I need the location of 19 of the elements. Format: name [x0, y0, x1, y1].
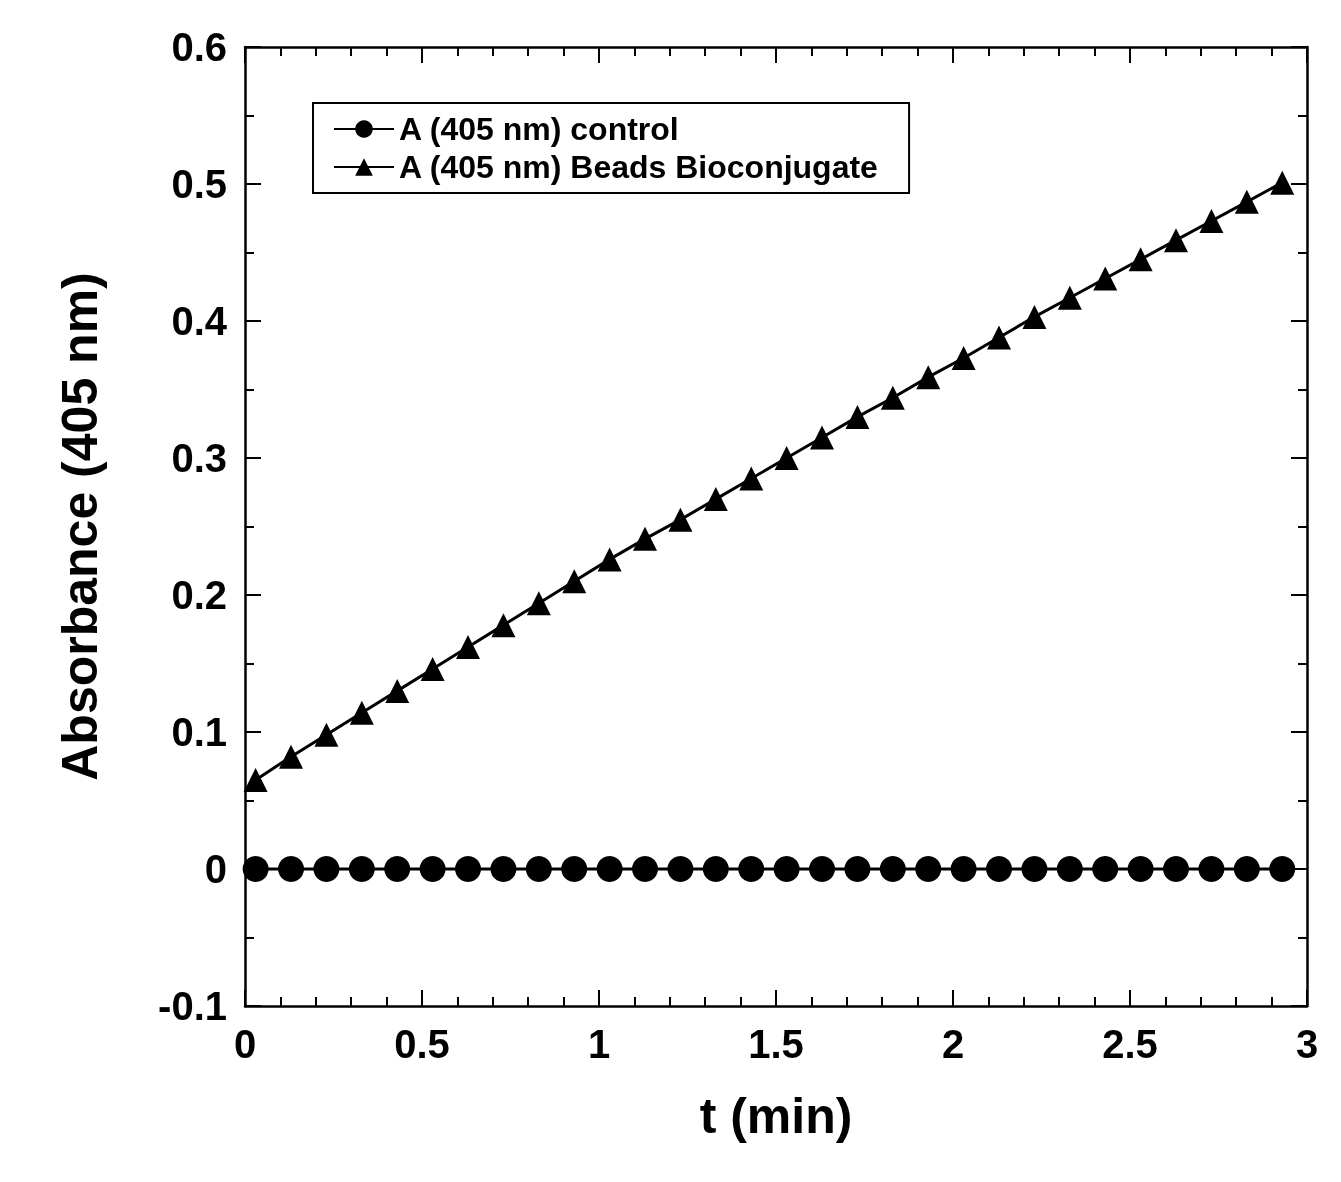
y-tick-label: 0	[204, 847, 227, 891]
x-tick-label: 1	[587, 1022, 611, 1066]
y-tick-label: 0.2	[171, 573, 227, 617]
y-axis-title: Absorbance (405 nm)	[52, 272, 108, 781]
x-tick-label: 2	[941, 1022, 965, 1066]
y-tick-label: -0.1	[158, 984, 227, 1028]
x-tick-label: 3	[1295, 1022, 1319, 1066]
x-tick-label: 0	[233, 1022, 257, 1066]
x-axis-title: t (min)	[699, 1088, 853, 1144]
y-tick-label: 0.5	[171, 162, 227, 206]
y-tick-label: 0.6	[171, 25, 227, 69]
y-tick-label: 0.1	[171, 710, 227, 754]
legend-label: A (405 nm) control	[399, 111, 679, 147]
legend-label: A (405 nm) Beads Bioconjugate	[399, 149, 878, 185]
y-tick-label: 0.3	[171, 436, 227, 480]
x-tick-label: 2.5	[1102, 1022, 1158, 1066]
x-tick-label: 0.5	[394, 1022, 450, 1066]
x-tick-label: 1.5	[748, 1022, 804, 1066]
y-tick-label: 0.4	[171, 299, 228, 343]
